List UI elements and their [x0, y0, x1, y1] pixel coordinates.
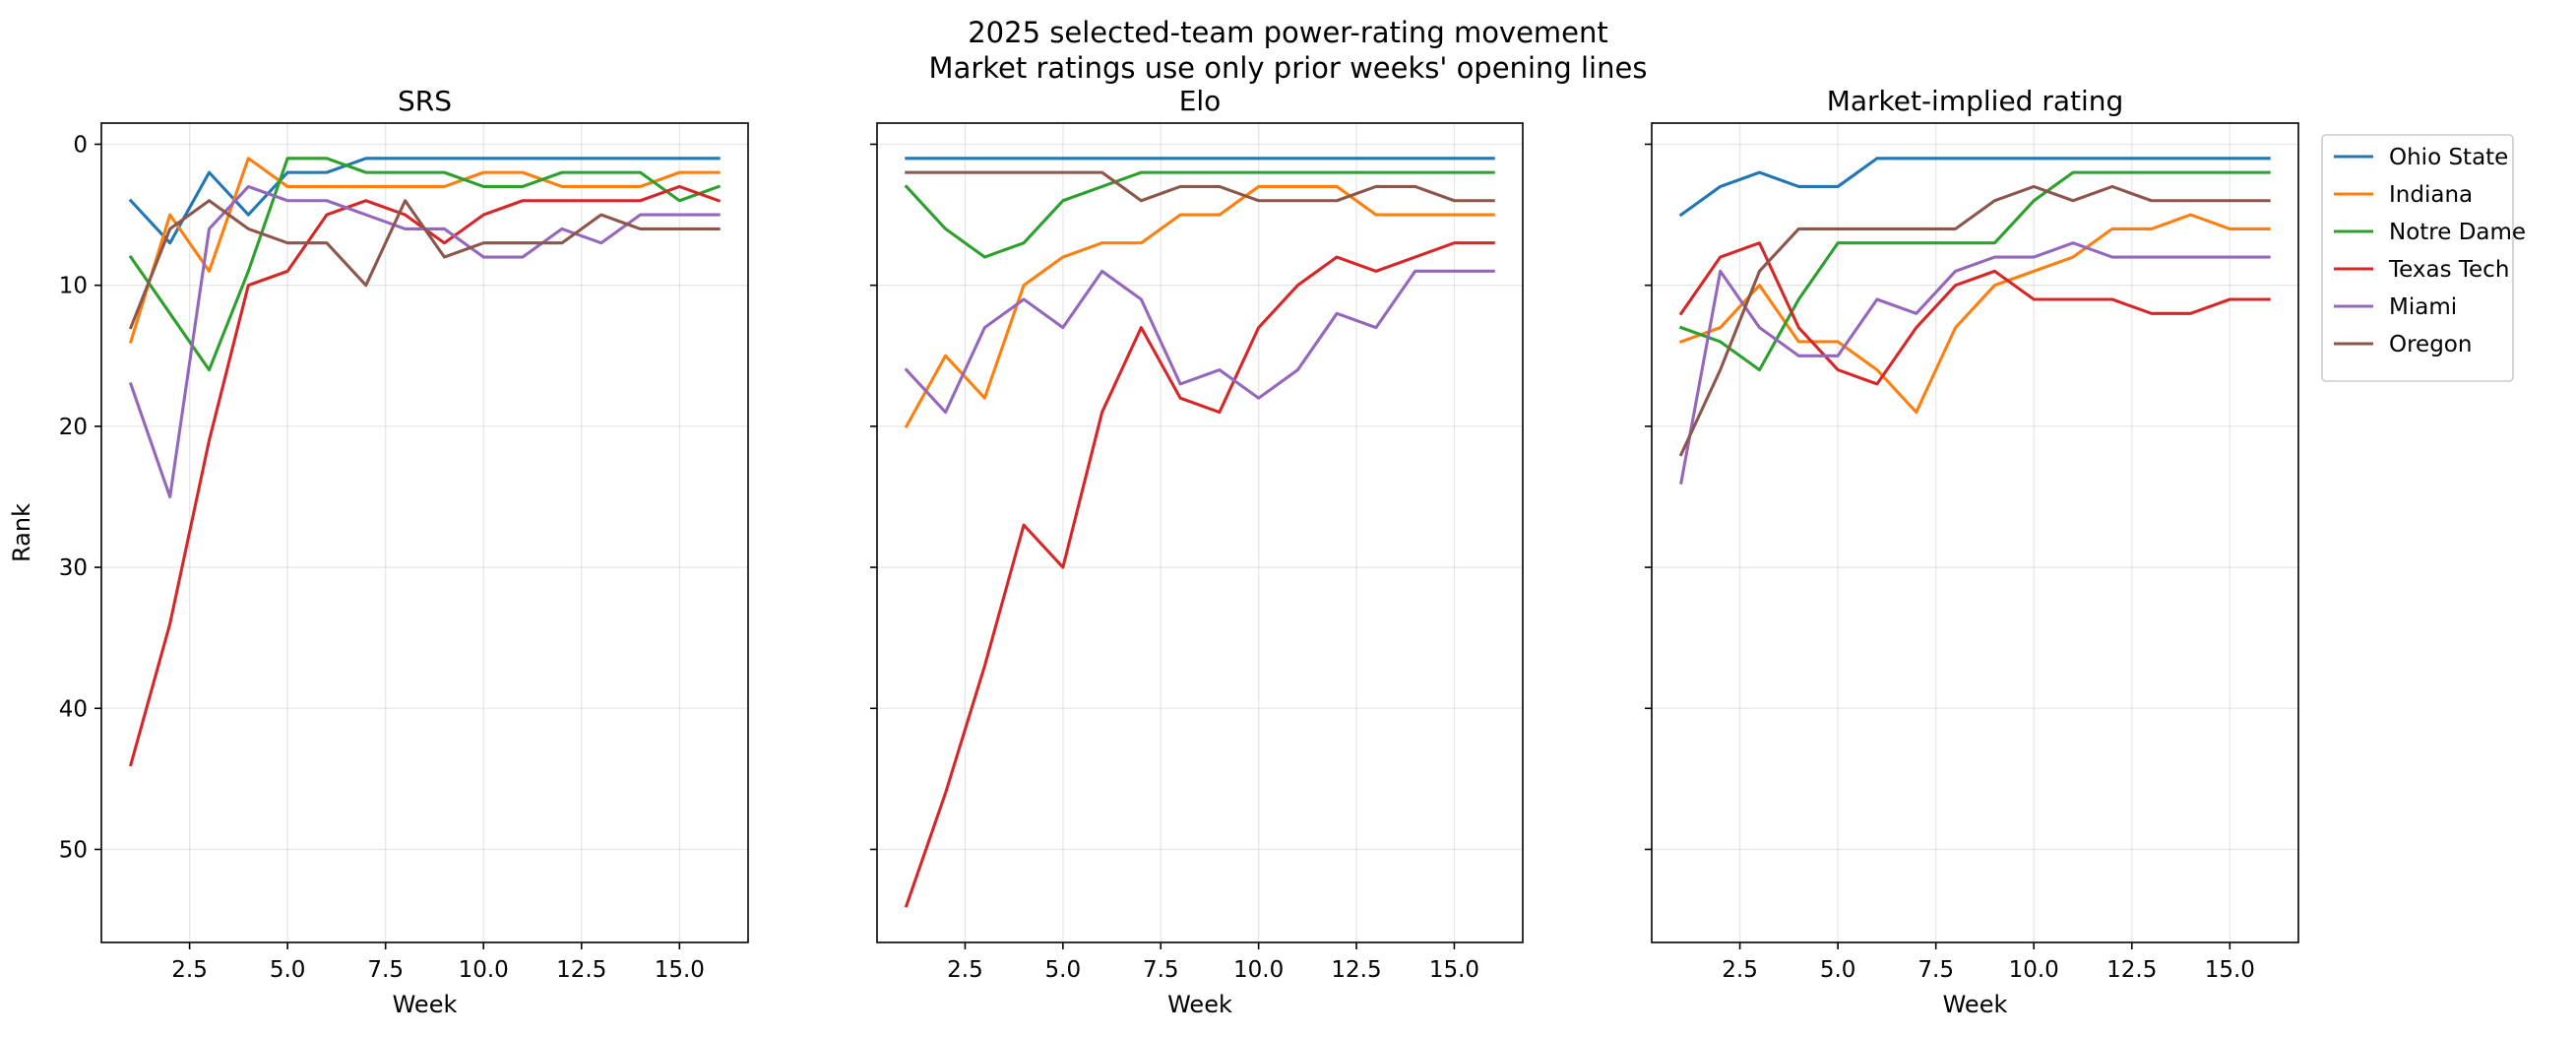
series-line-ohio-state: [1678, 157, 2271, 218]
panel-title: Market-implied rating: [1827, 85, 2124, 117]
series-line-oregon: [1678, 184, 2271, 457]
legend-label-texas-tech: Texas Tech: [2388, 257, 2509, 283]
chart-panel-market-implied-rating: 2.5 5.0 7.5 10.0 12.5 15.0 Market-implied rati…: [1645, 85, 2299, 1018]
x-axis-label: Week: [1167, 991, 1232, 1018]
x-tick-label: 7.5: [1917, 957, 1954, 983]
x-tick-label: 10.0: [2009, 957, 2059, 983]
x-axis-label: Week: [393, 991, 458, 1018]
y-tick-label: 40: [59, 696, 88, 722]
x-axis-label: Week: [1943, 991, 2008, 1018]
series-line-indiana: [904, 184, 1495, 428]
axes-frame: [100, 122, 749, 943]
x-tick-label: 7.5: [1143, 957, 1179, 983]
legend-label-indiana: Indiana: [2389, 182, 2473, 208]
y-tick-label: 20: [59, 415, 88, 440]
y-tick-label: 30: [59, 555, 88, 581]
panel-title: Elo: [1179, 85, 1222, 117]
series-line-miami: [1679, 241, 2271, 485]
series-line-texas-tech: [1678, 241, 2271, 386]
legend: Ohio State Indiana Notre Dame Texas Tech Mia…: [2321, 134, 2526, 382]
x-tick-label: 10.0: [459, 957, 509, 983]
x-tick-label: 15.0: [1429, 957, 1479, 983]
x-tick-label: 5.0: [270, 957, 306, 983]
x-tick-label: 15.0: [2205, 957, 2255, 983]
x-tick-label: 12.5: [556, 957, 606, 983]
y-tick-label: 0: [73, 132, 88, 158]
legend-label-notre-dame: Notre Dame: [2389, 220, 2526, 245]
legend-label-oregon: Oregon: [2389, 332, 2472, 357]
y-axis-label: Rank: [8, 503, 35, 562]
x-tick-label: 7.5: [367, 957, 404, 983]
series-line-notre-dame: [904, 170, 1495, 259]
x-tick-label: 5.0: [1045, 957, 1082, 983]
series-line-notre-dame: [128, 157, 722, 372]
series-line-texas-tech: [904, 241, 1495, 908]
axes-frame: [876, 122, 1524, 943]
x-tick-label: 12.5: [2106, 957, 2157, 983]
series-line-oregon: [128, 199, 721, 330]
x-tick-label: 2.5: [171, 957, 208, 983]
figure-subtitle: Market ratings use only prior weeks' ope…: [928, 51, 1648, 85]
series-line-indiana: [128, 157, 721, 344]
series-line-indiana: [1678, 213, 2271, 415]
chart-panel-srs: 2.5 5.0 7.5 10.0 12.5 15.0 0 10 20 30 40 50 SRS Week R…: [8, 85, 749, 1018]
x-tick-label: 10.0: [1233, 957, 1284, 983]
y-tick-label: 10: [59, 274, 88, 299]
axes-frame: [1651, 122, 2299, 943]
legend-label-miami: Miami: [2389, 294, 2457, 320]
x-tick-label: 12.5: [1331, 957, 1381, 983]
y-tick-label: 50: [59, 837, 88, 863]
panel-title: SRS: [398, 85, 452, 117]
series-line-texas-tech: [128, 184, 722, 767]
figure-title: 2025 selected-team power-rating movement: [968, 16, 1608, 49]
x-tick-label: 15.0: [655, 957, 705, 983]
legend-box: [2321, 134, 2514, 382]
series-line-miami: [904, 269, 1495, 415]
chart-panel-elo: 2.5 5.0 7.5 10.0 12.5 15.0 Elo Week: [870, 85, 1524, 1018]
x-tick-label: 2.5: [1722, 957, 1758, 983]
series-line-oregon: [905, 170, 1495, 203]
x-tick-label: 5.0: [1820, 957, 1856, 983]
series-line-notre-dame: [1678, 170, 2271, 372]
series-line-ohio-state: [128, 157, 721, 245]
x-tick-label: 2.5: [947, 957, 983, 983]
legend-label-ohio-state: Ohio State: [2389, 145, 2508, 170]
